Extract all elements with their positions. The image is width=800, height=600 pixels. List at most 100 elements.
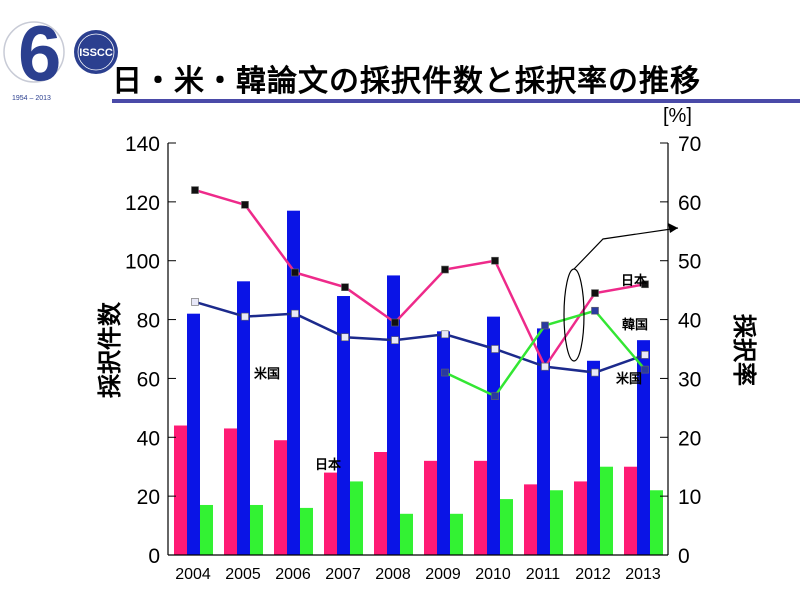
bar-1-2009 [437,331,450,555]
right-tick-label: 60 [678,192,701,215]
bar-0-2005 [224,428,237,555]
marker-0-4 [391,318,399,327]
x-tick-label: 2011 [526,566,561,583]
bar-0-2006 [274,440,287,555]
left-tick-label: 20 [137,486,160,509]
label-japan-bar: 日本 [315,457,341,473]
left-tick-label: 60 [137,368,160,391]
label-us-line: 米国 [616,371,642,387]
x-tick-label: 2008 [375,566,411,583]
left-axis-title: 採択件数 [97,301,124,398]
right-tick-label: 40 [678,310,701,333]
bar-0-2007 [324,472,337,555]
bar-2-2005 [250,504,263,555]
line-series-0 [194,188,646,370]
marker-1-4 [391,336,399,344]
left-tick-label: 80 [137,310,160,333]
right-tick-label: 10 [678,486,701,509]
marker-0-1 [241,201,249,209]
right-tick-label: 0 [678,545,690,568]
bar-2-2009 [450,513,463,555]
x-tick-label: 2005 [225,566,261,583]
marker-1-6 [491,345,499,353]
label-korea-line: 韓国 [622,317,648,333]
bar-0-2011 [524,484,537,555]
marker-1-5 [441,330,449,339]
bar-1-2012 [587,360,600,555]
bar-1-2005 [237,281,250,555]
marker-0-2 [291,268,299,277]
title-underline [112,99,800,103]
left-tick-label: 0 [148,545,160,568]
axes: 0 20 40 60 80 100 120 140 0 10 20 30 40 50 60 70 2004 200… [97,105,758,583]
bar-2-2013 [650,490,663,555]
right-tick-label: 70 [678,133,701,156]
bar-0-2010 [474,460,487,555]
x-tick-label: 2006 [275,566,311,583]
bar-2-2011 [550,490,563,555]
x-tick-label: 2010 [475,566,511,583]
bar-layer [174,210,663,555]
bar-0-2004 [174,425,187,555]
marker-1-0 [191,298,199,306]
callout-arrow-head [668,223,678,233]
marker-2-3 [591,306,599,315]
line-series-1 [194,300,646,374]
right-tick-label: 30 [678,368,701,391]
marker-1-3 [341,333,349,342]
bar-2-2007 [350,481,363,555]
marker-0-8 [591,289,599,297]
marker-1-7 [541,362,549,371]
isscc-badge-ring [77,33,115,71]
logo-years: 1954 – 2013 [12,95,51,102]
isscc-badge [74,30,118,74]
marker-2-0 [441,368,449,377]
x-tick-label: 2012 [575,566,611,583]
bar-2-2006 [300,507,313,555]
bar-0-2013 [624,466,637,555]
bar-2-2012 [600,466,613,555]
marker-1-9 [641,351,649,359]
isscc-60-logo: 6 1954 – 2013 ISSCC [3,9,118,102]
right-tick-label: 50 [678,251,701,274]
bar-1-2011 [537,328,550,555]
left-tick-label: 40 [137,427,160,450]
marker-1-2 [291,309,299,318]
bar-2-2008 [400,513,413,555]
bar-0-2012 [574,481,587,555]
marker-0-3 [341,283,349,292]
bar-1-2008 [387,275,400,555]
x-tick-label: 2004 [175,566,211,583]
marker-0-5 [441,265,449,274]
marker-1-1 [241,312,249,321]
marker-2-1 [491,392,499,400]
logo-number: 6 [18,9,61,97]
logo-outer-ring [3,21,65,83]
label-japan-line: 日本 [621,273,647,289]
bar-1-2007 [337,296,350,555]
bar-1-2006 [287,210,300,555]
bar-2-2010 [500,499,513,555]
marker-0-6 [491,256,499,265]
left-tick-label: 140 [125,133,160,156]
marker-1-8 [591,368,599,377]
marker-2-4 [641,365,649,374]
bar-2-2004 [200,504,213,555]
bar-0-2009 [424,460,437,555]
x-tick-label: 2009 [425,566,461,583]
bar-1-2013 [637,340,650,555]
right-axis-title: 採択率 [730,314,758,386]
right-axis-unit: [%] [663,105,692,127]
isscc-badge-text: ISSCC [79,47,113,59]
callout-arrow-line [573,227,679,270]
left-tick-label: 120 [125,192,160,215]
marker-0-9 [641,280,649,289]
x-tick-label: 2013 [625,566,661,583]
bar-1-2010 [487,316,500,555]
line-layer [191,186,649,400]
label-us-bar: 米国 [254,366,280,382]
bar-1-2004 [187,313,200,555]
